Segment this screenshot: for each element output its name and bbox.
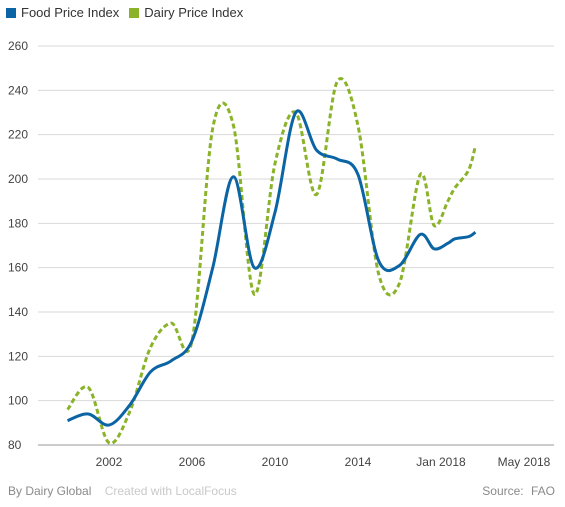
x-tick-label-may-2018: May 2018 xyxy=(498,455,551,469)
x-tick-label-2002: 2002 xyxy=(96,455,123,469)
footer: By Dairy Global Created with LocalFocus … xyxy=(8,484,555,498)
legend-label-dairy: Dairy Price Index xyxy=(144,5,244,20)
legend: Food Price Index Dairy Price Index xyxy=(6,5,253,20)
source-value: FAO xyxy=(530,484,555,498)
series-line-food-price-index xyxy=(66,109,477,427)
x-tick-label-2006: 2006 xyxy=(179,455,206,469)
y-tick-label-200: 200 xyxy=(8,172,28,186)
y-tick-label-120: 120 xyxy=(8,349,28,363)
legend-label-food: Food Price Index xyxy=(21,5,120,20)
legend-item-dairy[interactable]: Dairy Price Index xyxy=(129,5,243,20)
y-tick-label-240: 240 xyxy=(8,83,28,97)
x-tick-label-2014: 2014 xyxy=(345,455,372,469)
series-line-dairy-price-index xyxy=(66,77,477,445)
created-with-link[interactable]: Created with LocalFocus xyxy=(104,484,237,498)
y-tick-label-220: 220 xyxy=(8,128,28,142)
y-tick-label-100: 100 xyxy=(8,394,28,408)
y-tick-label-160: 160 xyxy=(8,261,28,275)
x-tick-label-2010: 2010 xyxy=(262,455,289,469)
y-tick-label-180: 180 xyxy=(8,216,28,230)
credit-text: By Dairy Global xyxy=(8,484,92,498)
dairy-swatch-icon xyxy=(129,7,140,18)
y-tick-label-140: 140 xyxy=(8,305,28,319)
x-tick-label-jan-2018: Jan 2018 xyxy=(416,455,466,469)
y-tick-label-260: 260 xyxy=(8,39,28,53)
y-tick-label-80: 80 xyxy=(8,438,22,452)
legend-item-food[interactable]: Food Price Index xyxy=(6,5,119,20)
line-chart: 80 100 120 140 160 180 200 220 240 260 2002 2006 201… xyxy=(8,39,554,469)
food-swatch-icon xyxy=(6,7,16,18)
source-label: Source: xyxy=(482,484,524,498)
